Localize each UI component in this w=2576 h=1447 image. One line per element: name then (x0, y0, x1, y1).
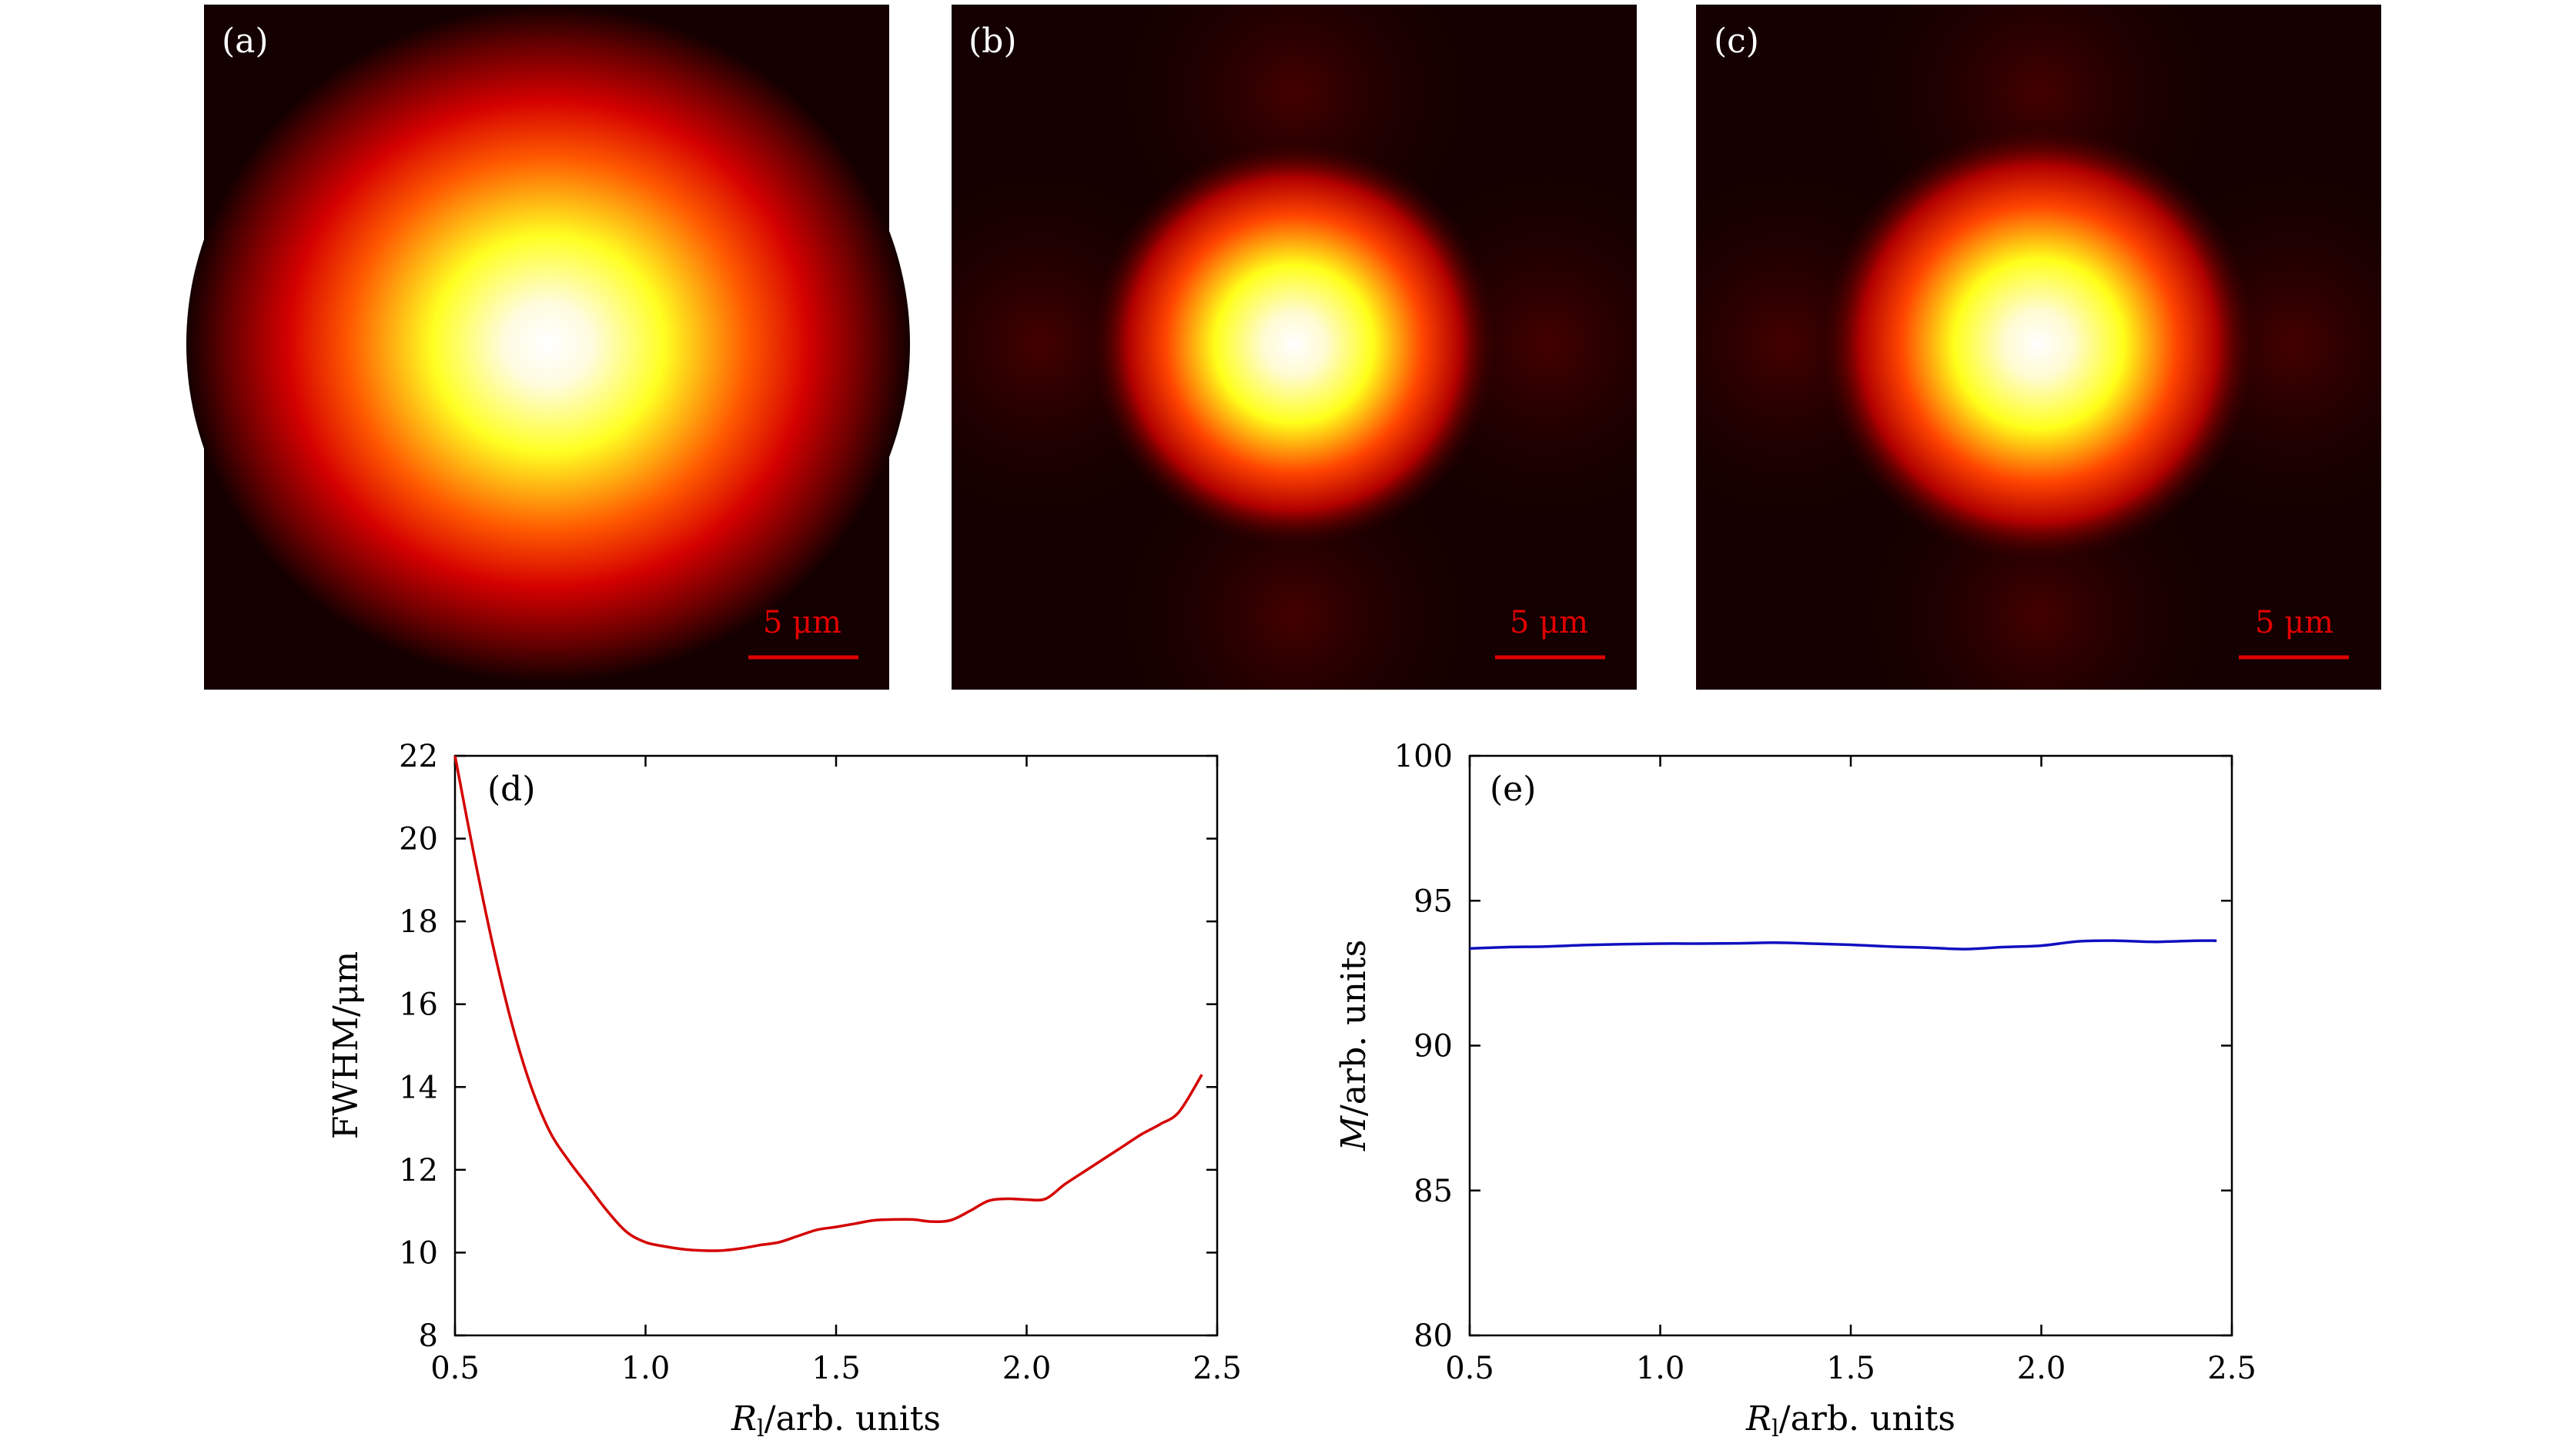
beam-panel-a-spot (186, 5, 910, 683)
chart-fwhm-plot-frame (453, 754, 1219, 1337)
chart-m-y-tick-label: 95 (1413, 884, 1453, 919)
chart-fwhm-y-tick-label: 18 (399, 904, 438, 940)
chart-m-plot-frame (1468, 754, 2233, 1337)
chart-m-x-tick-label: 2.5 (2207, 1351, 2257, 1386)
beam-panel-a: (a) 5 μm (186, 5, 910, 690)
chart-m-y-tick-label: 90 (1413, 1029, 1453, 1064)
chart-fwhm-x-tick-label: 1.5 (811, 1351, 861, 1386)
chart-m-x-axis-label: Rl/arb. units (1745, 1399, 1955, 1442)
chart-m-y-tick-label: 80 (1413, 1318, 1453, 1354)
chart-m-x-sub: l (1771, 1415, 1779, 1442)
panel-b-label: (b) (969, 22, 1017, 61)
chart-m-x-var: R (1745, 1399, 1771, 1439)
chart-m-x-tick-label: 0.5 (1445, 1351, 1494, 1386)
beam-panel-c-spot (1815, 121, 2262, 567)
chart-m-y-tick-label: 100 (1394, 739, 1453, 774)
chart-fwhm-x-tick-label: 2.5 (1193, 1351, 1242, 1386)
chart-fwhm-ticks: 0.5 1.0 1.5 2.0 2.5 8 10 12 14 16 18 20 22 (399, 739, 1242, 1386)
chart-m-y-rest: /arb. units (1334, 940, 1373, 1116)
chart-m-panel-label: (e) (1490, 770, 1536, 809)
chart-fwhm-y-axis-label: FWHM/μm (326, 951, 366, 1139)
chart-fwhm-x-tick-label: 0.5 (430, 1351, 480, 1386)
chart-fwhm-y-tick-label: 10 (399, 1235, 438, 1271)
chart-fwhm: 0.5 1.0 1.5 2.0 2.5 8 10 12 14 16 18 20 22 (d) FWHM/… (326, 739, 1242, 1442)
scale-bar-label-c: 5 μm (2255, 605, 2333, 640)
chart-fwhm-x-tick-label: 2.0 (1002, 1351, 1052, 1386)
chart-m: 0.5 1.0 1.5 2.0 2.5 80 85 90 95 100 (e) M/arb. un… (1334, 739, 2257, 1442)
chart-fwhm-series-line (453, 755, 1203, 1252)
chart-m-ticks: 0.5 1.0 1.5 2.0 2.5 80 85 90 95 100 (1394, 739, 2257, 1386)
chart-fwhm-x-var: R (731, 1399, 757, 1439)
chart-fwhm-x-sub: l (757, 1415, 764, 1442)
chart-m-y-axis-label: M/arb. units (1334, 940, 1373, 1151)
chart-fwhm-y-tick-label: 22 (399, 739, 438, 774)
chart-fwhm-y-tick-label: 14 (399, 1070, 438, 1105)
chart-m-x-tick-label: 2.0 (2017, 1351, 2066, 1386)
chart-fwhm-y-tick-label: 16 (399, 988, 438, 1023)
chart-m-y-tick-label: 85 (1413, 1174, 1453, 1209)
chart-fwhm-y-tick-label: 12 (399, 1153, 438, 1188)
chart-fwhm-panel-label: (d) (487, 770, 536, 809)
chart-fwhm-x-rest: /arb. units (764, 1399, 941, 1439)
panel-c-label: (c) (1714, 22, 1759, 61)
chart-m-x-rest: /arb. units (1779, 1399, 1955, 1439)
chart-m-x-tick-label: 1.0 (1636, 1351, 1685, 1386)
beam-panel-b-spot (1086, 136, 1502, 552)
beam-panel-c: (c) 5 μm (1696, 5, 2381, 690)
beam-panel-b: (b) 5 μm (952, 5, 1637, 690)
chart-m-series-line (1469, 939, 2217, 951)
scale-bar-label-a: 5 μm (763, 605, 841, 640)
chart-fwhm-y-tick-label: 8 (419, 1318, 438, 1354)
chart-fwhm-x-tick-label: 1.0 (621, 1351, 671, 1386)
chart-fwhm-x-axis-label: Rl/arb. units (731, 1399, 941, 1442)
chart-fwhm-y-tick-label: 20 (399, 822, 438, 857)
scale-bar-label-b: 5 μm (1510, 605, 1588, 640)
chart-m-x-tick-label: 1.5 (1826, 1351, 1875, 1386)
panel-a-label: (a) (222, 22, 269, 61)
chart-m-y-var: M (1334, 1115, 1373, 1151)
